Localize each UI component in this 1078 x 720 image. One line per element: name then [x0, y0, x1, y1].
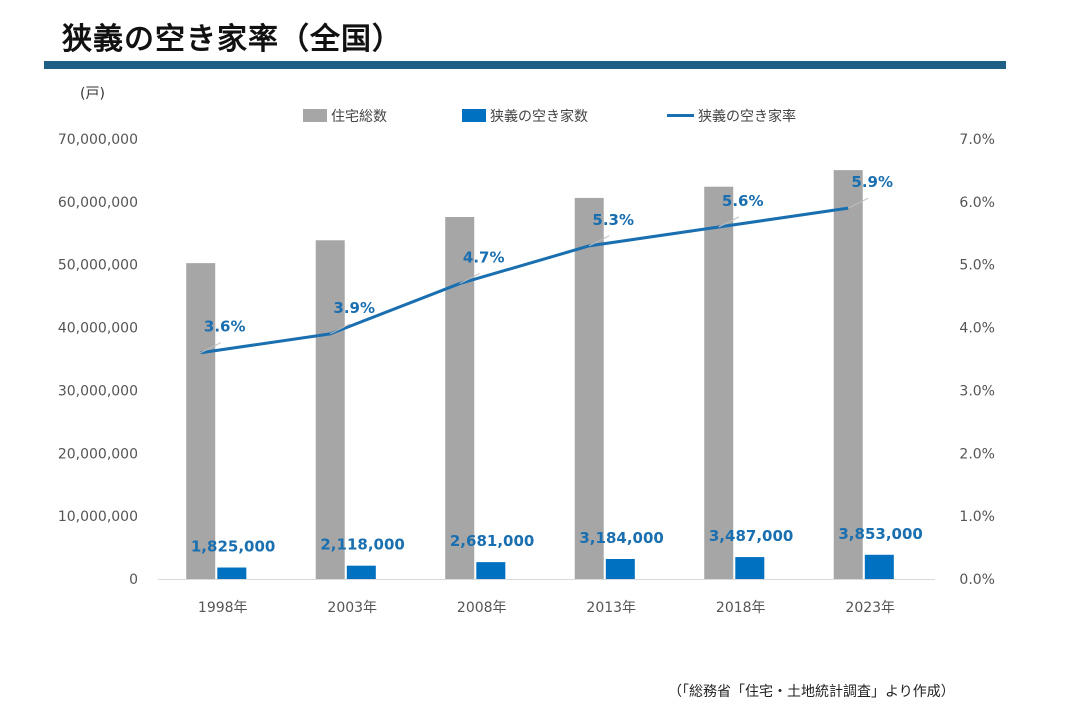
bar-vacant-houses: [605, 558, 635, 579]
right-tick-label: 7.0%: [959, 132, 995, 148]
right-tick-label: 5.0%: [959, 258, 995, 274]
legend-total-housing: 住宅総数: [331, 109, 387, 125]
right-tick-label: 6.0%: [959, 195, 995, 211]
legend-total-housing-swatch: [303, 109, 327, 122]
data-label-vacant: 1,825,000: [191, 538, 275, 556]
data-label-rate: 5.3%: [592, 211, 634, 229]
leader-line: [200, 342, 221, 354]
leader-line: [718, 216, 739, 228]
left-tick-label: 20,000,000: [58, 446, 138, 462]
left-tick-label: 50,000,000: [58, 258, 138, 274]
leader-line: [330, 323, 351, 335]
data-label-vacant: 3,853,000: [838, 525, 922, 543]
legend-vacant-houses: 狭義の空き家数: [490, 108, 588, 125]
left-tick-label: 70,000,000: [58, 132, 138, 148]
left-axis-unit: (戸): [80, 86, 105, 102]
bar-total-housing: [445, 217, 475, 579]
data-label-vacant: 3,487,000: [709, 527, 793, 545]
legend-vacancy-rate: 狭義の空き家率: [698, 108, 796, 125]
left-tick-label: 30,000,000: [58, 383, 138, 399]
data-label-rate: 4.7%: [463, 249, 505, 267]
bar-vacant-houses: [217, 567, 247, 579]
bar-total-housing: [574, 197, 604, 579]
bar-total-housing: [704, 186, 734, 580]
right-tick-label: 4.0%: [959, 321, 995, 337]
right-tick-label: 0.0%: [959, 572, 995, 588]
x-tick-label: 2008年: [457, 600, 507, 616]
bar-vacant-houses: [346, 565, 376, 579]
data-label-rate: 5.6%: [722, 192, 764, 210]
data-label-vacant: 2,681,000: [450, 532, 534, 550]
line-vacancy-rate: [200, 206, 849, 355]
data-label-vacant: 3,184,000: [579, 529, 663, 547]
x-tick-label: 2013年: [586, 600, 636, 616]
data-label-rate: 3.9%: [333, 299, 375, 317]
right-tick-label: 2.0%: [959, 446, 995, 462]
page-title: 狭義の空き家率（全国）: [62, 22, 403, 57]
bar-vacant-houses: [476, 562, 506, 579]
right-tick-label: 3.0%: [959, 383, 995, 399]
leader-line: [848, 197, 869, 209]
x-tick-label: 2023年: [845, 600, 895, 616]
left-tick-label: 10,000,000: [58, 509, 138, 525]
left-tick-label: 0: [129, 572, 138, 588]
leader-line: [589, 235, 610, 247]
title-divider: [44, 61, 1006, 69]
data-label-vacant: 2,118,000: [320, 536, 404, 554]
x-tick-label: 2003年: [327, 600, 377, 616]
bar-total-housing: [833, 170, 863, 579]
bar-vacant-houses: [735, 557, 765, 579]
source-note: （「総務省「住宅・土地統計調査」より作成）: [668, 684, 955, 700]
data-label-rate: 3.6%: [204, 318, 246, 336]
bar-total-housing: [186, 263, 216, 579]
x-tick-label: 2018年: [716, 600, 766, 616]
right-tick-label: 1.0%: [959, 509, 995, 525]
legend-vacant-houses-swatch: [462, 109, 486, 122]
bar-vacant-houses: [864, 554, 894, 579]
leader-line: [459, 273, 480, 285]
left-tick-label: 40,000,000: [58, 321, 138, 337]
data-label-rate: 5.9%: [851, 173, 893, 191]
bar-total-housing: [315, 240, 345, 579]
left-tick-label: 60,000,000: [58, 195, 138, 211]
x-tick-label: 1998年: [198, 600, 248, 616]
